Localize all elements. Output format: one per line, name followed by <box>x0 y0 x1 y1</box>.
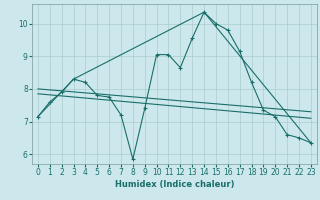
X-axis label: Humidex (Indice chaleur): Humidex (Indice chaleur) <box>115 180 234 189</box>
